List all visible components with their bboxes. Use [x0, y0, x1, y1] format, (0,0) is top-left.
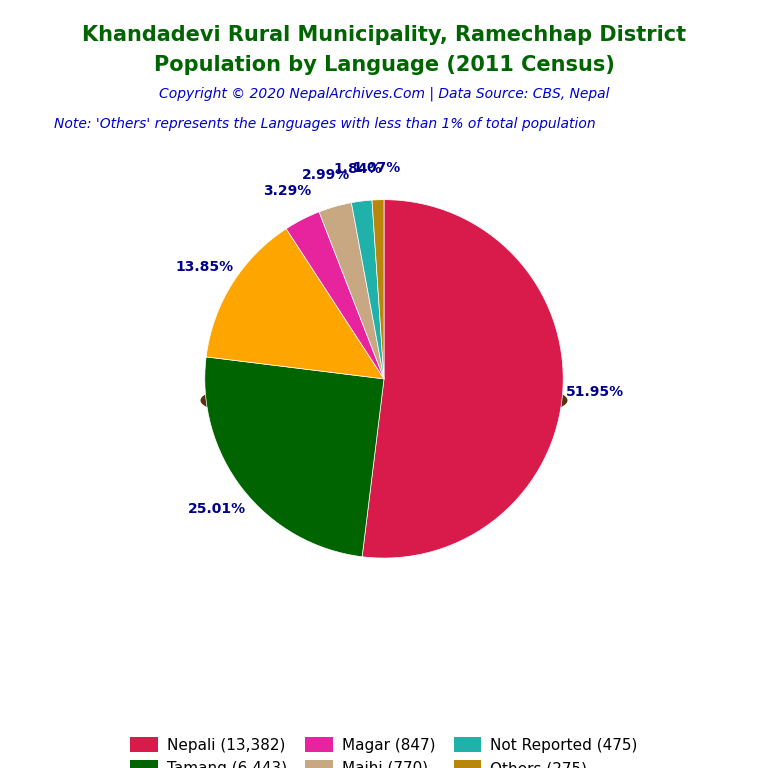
- Wedge shape: [205, 357, 384, 557]
- Text: Copyright © 2020 NepalArchives.Com | Data Source: CBS, Nepal: Copyright © 2020 NepalArchives.Com | Dat…: [159, 87, 609, 101]
- Polygon shape: [362, 376, 567, 424]
- Text: 2.99%: 2.99%: [302, 168, 350, 183]
- Text: 1.07%: 1.07%: [353, 161, 401, 174]
- Text: Population by Language (2011 Census): Population by Language (2011 Census): [154, 55, 614, 75]
- Polygon shape: [372, 376, 384, 400]
- Legend: Nepali (13,382), Tamang (6,443), Newar (3,569), Magar (847), Majhi (770), Not Re: Nepali (13,382), Tamang (6,443), Newar (…: [124, 730, 644, 768]
- Text: 1.84%: 1.84%: [333, 162, 382, 176]
- Wedge shape: [286, 212, 384, 379]
- Text: 3.29%: 3.29%: [263, 184, 312, 197]
- Wedge shape: [319, 203, 384, 379]
- Wedge shape: [372, 200, 384, 379]
- Polygon shape: [284, 378, 384, 400]
- Polygon shape: [203, 380, 384, 400]
- Text: 25.01%: 25.01%: [188, 502, 247, 516]
- Text: Note: 'Others' represents the Languages with less than 1% of total population: Note: 'Others' represents the Languages …: [54, 118, 595, 131]
- Text: 13.85%: 13.85%: [176, 260, 233, 274]
- Wedge shape: [206, 229, 384, 379]
- Polygon shape: [201, 398, 384, 424]
- Wedge shape: [362, 200, 563, 558]
- Wedge shape: [352, 200, 384, 379]
- Text: 51.95%: 51.95%: [566, 385, 624, 399]
- Polygon shape: [351, 376, 384, 400]
- Polygon shape: [318, 377, 384, 400]
- Text: Khandadevi Rural Municipality, Ramechhap District: Khandadevi Rural Municipality, Ramechhap…: [82, 25, 686, 45]
